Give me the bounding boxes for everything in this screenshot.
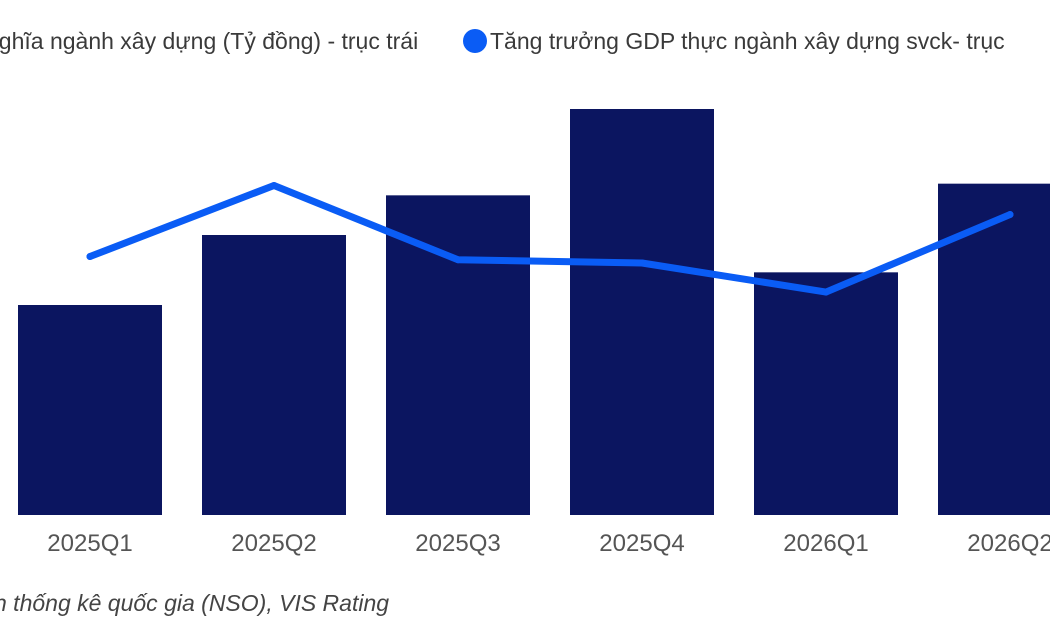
bar-2025Q4 (570, 109, 714, 515)
x-tick-label: 2026Q2 (967, 530, 1050, 557)
legend-bar-label: nghĩa ngành xây dựng (Tỷ đồng) - trục tr… (0, 28, 418, 54)
x-tick-label: 2025Q1 (47, 530, 132, 557)
line-point-2026Q1 (822, 288, 830, 296)
legend-line-marker (463, 29, 487, 53)
x-axis-ticks: 2025Q1 2025Q2 2025Q3 2025Q4 2026Q1 2026Q2 (47, 530, 1050, 557)
bar-2026Q2 (938, 183, 1050, 515)
x-tick-label: 2025Q4 (599, 530, 684, 557)
x-tick-label: 2025Q3 (415, 530, 500, 557)
bar-2026Q1 (754, 272, 898, 515)
line-point-2025Q4 (638, 259, 646, 267)
bar-series (18, 109, 1050, 516)
line-point-2025Q3 (454, 256, 462, 264)
bar-2025Q2 (202, 235, 346, 515)
source-note: n thống kê quốc gia (NSO), VIS Rating (0, 590, 389, 616)
line-point-2025Q2 (270, 181, 278, 189)
line-point-2026Q2 (1006, 211, 1014, 219)
line-series (86, 181, 1014, 296)
legend-line-label: Tăng trưởng GDP thực ngành xây dựng svck… (490, 28, 1005, 54)
x-tick-label: 2026Q1 (783, 530, 868, 557)
bar-2025Q1 (18, 305, 162, 515)
x-tick-label: 2025Q2 (231, 530, 316, 557)
bar-2025Q3 (386, 195, 530, 516)
line-point-2025Q1 (86, 253, 94, 261)
gdp-growth-line (86, 181, 1014, 296)
legend: nghĩa ngành xây dựng (Tỷ đồng) - trục tr… (0, 28, 1005, 54)
